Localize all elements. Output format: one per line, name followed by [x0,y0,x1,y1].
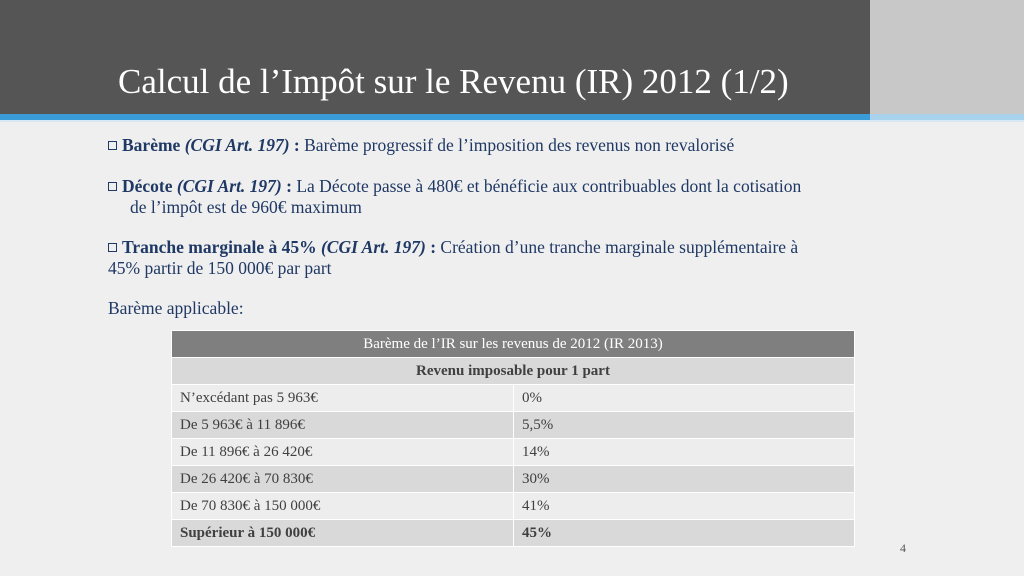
bullet-text: Barème progressif de l’imposition des re… [304,135,735,155]
table-row: De 5 963€ à 11 896€ 5,5% [171,411,855,439]
range-cell: Supérieur à 150 000€ [171,519,514,547]
slide-title: Calcul de l’Impôt sur le Revenu (IR) 201… [118,62,789,101]
bullet-decote: Décote (CGI Art. 197) : La Décote passe … [108,176,938,218]
range-cell: De 70 830€ à 150 000€ [171,492,514,520]
bullet-text: La Décote passe à 480€ et bénéficie aux … [296,176,802,196]
rate-cell: 30% [513,465,855,493]
bullet-text: Création d’une tranche marginale supplém… [440,237,799,257]
bullet-label: Décote [122,176,173,196]
range-cell: De 26 420€ à 70 830€ [171,465,514,493]
accent-stripe [0,114,1024,120]
bullet-ref: (CGI Art. 197) [176,176,282,196]
bullet-label: Tranche marginale à 45% [122,237,317,257]
title-bar [0,0,870,114]
bullet-label: Barème [122,135,181,155]
table-row: Supérieur à 150 000€ 45% [171,519,855,547]
rate-cell: 0% [513,384,855,412]
table-subtitle: Revenu imposable pour 1 part [171,357,855,385]
bullet-text-line2: de l’impôt est de 960€ maximum [130,197,362,217]
bullet-sep: : [425,237,441,257]
table-row: De 26 420€ à 70 830€ 30% [171,465,855,493]
checkbox-bullet-icon [108,141,117,150]
checkbox-bullet-icon [108,182,117,191]
rate-cell: 5,5% [513,411,855,439]
bullet-tranche-marginale: Tranche marginale à 45% (CGI Art. 197) :… [108,237,938,279]
accent-stripe-light [870,114,1024,120]
table-row: N’excédant pas 5 963€ 0% [171,384,855,412]
table-row: De 11 896€ à 26 420€ 14% [171,438,855,466]
bullet-sep: : [289,135,305,155]
rate-cell: 45% [513,519,855,547]
bareme-applicable-label: Barème applicable: [108,298,244,318]
page-number: 4 [900,541,906,555]
bullet-bareme: Barème (CGI Art. 197) : Barème progressi… [108,135,938,156]
range-cell: De 11 896€ à 26 420€ [171,438,514,466]
range-cell: N’excédant pas 5 963€ [171,384,514,412]
range-cell: De 5 963€ à 11 896€ [171,411,514,439]
rate-cell: 41% [513,492,855,520]
table-row: De 70 830€ à 150 000€ 41% [171,492,855,520]
accent-stripe-thin [0,120,1024,122]
bullet-ref: (CGI Art. 197) [320,237,426,257]
bullet-text-line2: 45% partir de 150 000€ par part [108,258,332,278]
rate-cell: 14% [513,438,855,466]
bullet-ref: (CGI Art. 197) [184,135,290,155]
bareme-table: Barème de l’IR sur les revenus de 2012 (… [171,330,855,547]
bullet-sep: : [281,176,297,196]
title-side-block [870,0,1024,114]
checkbox-bullet-icon [108,243,117,252]
table-title: Barème de l’IR sur les revenus de 2012 (… [171,330,855,358]
